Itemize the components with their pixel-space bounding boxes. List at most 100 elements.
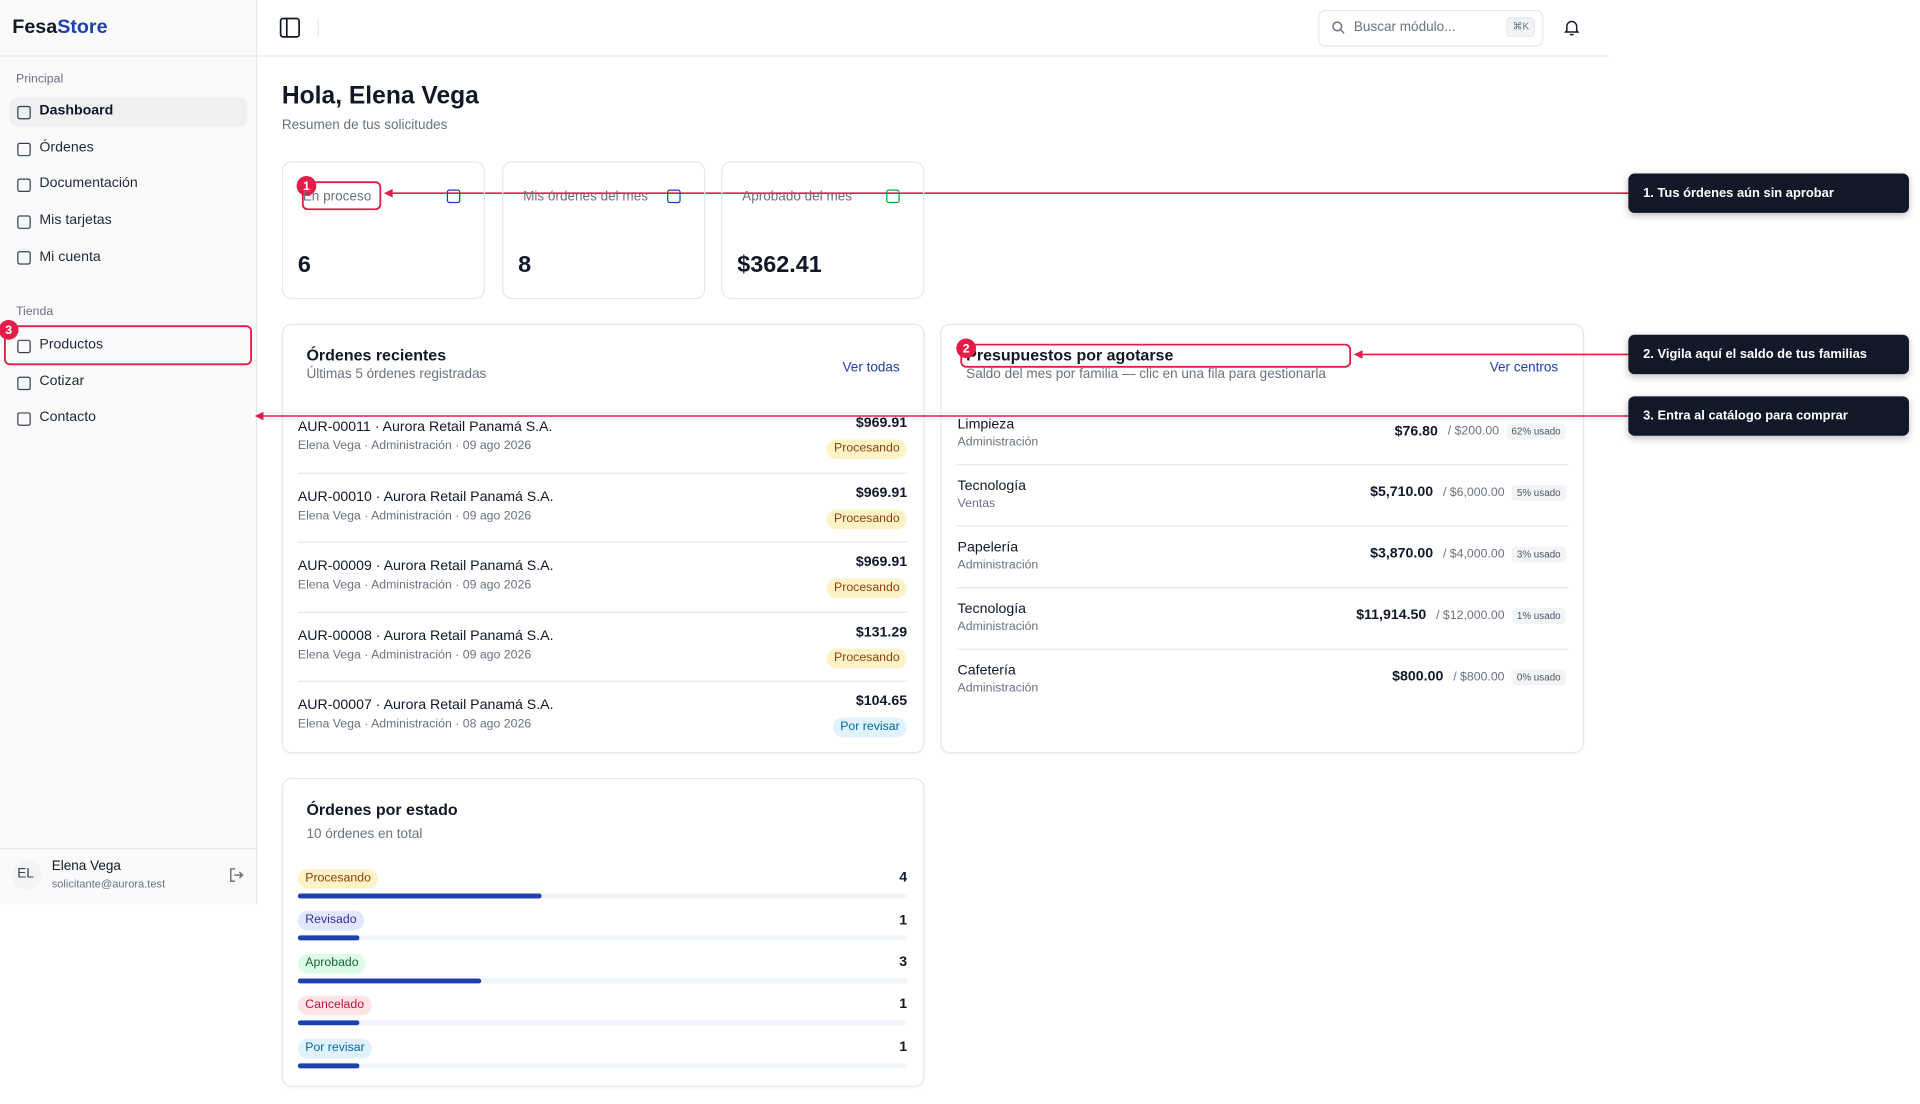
nav-section: Tienda xyxy=(16,305,54,319)
budget-limit: / $12,000.00 xyxy=(1436,608,1505,623)
budget-spent: $5,710.00 xyxy=(1370,485,1434,501)
budget-area: Administración xyxy=(957,619,1039,634)
nav-icon xyxy=(446,189,461,204)
nav-item[interactable]: Productos xyxy=(39,337,104,353)
header-bar xyxy=(0,0,1609,57)
row-divider xyxy=(956,648,1569,650)
order-amount: $104.65 xyxy=(855,694,908,710)
nav-icon xyxy=(17,251,31,266)
budget-usage: 0% usado xyxy=(1511,669,1566,686)
order-meta: Elena Vega · Administración · 09 ago 202… xyxy=(297,439,532,453)
nav-item[interactable]: Dashboard xyxy=(39,103,114,119)
brand-a: Fesa xyxy=(12,17,58,39)
progress-track xyxy=(297,893,908,899)
status-badge: Procesando xyxy=(826,439,908,460)
order-title[interactable]: AUR-00010 · Aurora Retail Panamá S.A. xyxy=(297,489,554,505)
row-divider xyxy=(297,541,908,543)
stat-label: En proceso xyxy=(302,189,372,205)
budget-family[interactable]: Papelería xyxy=(957,540,1019,555)
budget-limit: / $800.00 xyxy=(1453,670,1505,684)
nav-item[interactable]: Órdenes xyxy=(39,139,94,155)
progress-bar xyxy=(297,893,542,899)
sidebar-toggle[interactable] xyxy=(279,17,300,38)
order-title[interactable]: AUR-00011 · Aurora Retail Panamá S.A. xyxy=(297,419,553,435)
status-count: 1 xyxy=(899,912,908,928)
nav-item[interactable]: Cotizar xyxy=(39,373,85,389)
nav-icon xyxy=(17,178,31,193)
nav-item[interactable]: Mi cuenta xyxy=(39,249,101,265)
budget-area: Administración xyxy=(957,681,1039,695)
callout xyxy=(1628,173,1909,213)
callout xyxy=(1628,396,1909,436)
budget-figures: $11,914.50 / $12,000.00 1% usado xyxy=(1356,607,1566,624)
order-title[interactable]: AUR-00008 · Aurora Retail Panamá S.A. xyxy=(297,628,554,644)
stat-label: Mis órdenes del mes xyxy=(523,189,649,205)
nav-icon xyxy=(17,215,31,229)
order-title[interactable]: AUR-00009 · Aurora Retail Panamá S.A. xyxy=(297,558,554,574)
stat-value: $362.41 xyxy=(737,251,822,278)
status-badge: Revisado xyxy=(297,911,364,931)
status-badge: Procesando xyxy=(826,508,908,529)
nav-item[interactable]: Mis tarjetas xyxy=(39,212,112,228)
search-placeholder: Buscar módulo... xyxy=(1353,19,1456,35)
order-amount: $131.29 xyxy=(855,624,908,640)
status-badge: Aprobado xyxy=(297,953,367,974)
logout-icon[interactable] xyxy=(229,868,244,883)
brand-b: Store xyxy=(57,17,108,39)
order-amount: $969.91 xyxy=(855,485,908,501)
sidebar xyxy=(0,0,258,905)
budget-area: Administración xyxy=(957,558,1039,573)
order-meta: Elena Vega · Administración · 09 ago 202… xyxy=(297,648,532,662)
brand[interactable]: FesaStore xyxy=(12,16,107,40)
budget-figures: $3,870.00 / $4,000.00 3% usado xyxy=(1370,546,1566,563)
order-title[interactable]: AUR-00007 · Aurora Retail Panamá S.A. xyxy=(297,697,554,713)
user-initials: EL xyxy=(17,866,34,882)
greeting-subtitle: Resumen de tus solicitudes xyxy=(281,118,448,133)
budget-area: Administración xyxy=(957,435,1039,450)
status-badge: Procesando xyxy=(297,868,379,889)
budget-figures: $5,710.00 / $6,000.00 5% usado xyxy=(1370,484,1566,501)
budget-spent: $76.80 xyxy=(1394,424,1438,439)
budget-spent: $3,870.00 xyxy=(1370,546,1434,562)
nav-item[interactable]: Contacto xyxy=(39,410,97,425)
card-link[interactable]: Ver todas xyxy=(842,360,900,376)
budget-family[interactable]: Tecnología xyxy=(957,601,1027,617)
progress-track xyxy=(297,935,908,941)
nav-section: Principal xyxy=(16,72,64,87)
card-title: Presupuestos por agotarse xyxy=(966,345,1174,365)
card-subtitle: Saldo del mes por familia — clic en una … xyxy=(966,366,1326,382)
sidebar-footer-border xyxy=(0,848,258,850)
nav-icon xyxy=(17,142,31,156)
budget-family[interactable]: Cafetería xyxy=(957,663,1016,678)
stat-value: 8 xyxy=(518,251,532,278)
status-badge: Por revisar xyxy=(832,717,908,738)
card-link[interactable]: Ver centros xyxy=(1489,360,1559,376)
budget-family[interactable]: Limpieza xyxy=(957,417,1015,433)
search-icon xyxy=(1332,21,1345,34)
callout-text: 1. Tus órdenes aún sin aprobar xyxy=(1643,185,1834,201)
nav-active-bg xyxy=(9,97,248,127)
nav-item[interactable]: Documentación xyxy=(39,176,138,192)
progress-bar xyxy=(297,1062,359,1068)
nav-icon xyxy=(667,189,681,204)
budget-limit: / $4,000.00 xyxy=(1442,547,1505,561)
notifications-icon[interactable] xyxy=(1564,20,1580,36)
callout xyxy=(1628,334,1909,375)
search-shortcut: ⌘K xyxy=(1506,17,1536,37)
budget-family[interactable]: Tecnología xyxy=(957,478,1027,494)
budget-figures: $800.00 / $800.00 0% usado xyxy=(1392,669,1566,686)
search-box[interactable] xyxy=(1318,9,1544,47)
callout-text: 3. Entra al catálogo para comprar xyxy=(1643,408,1848,424)
row-divider xyxy=(297,472,908,474)
user-avatar xyxy=(12,860,42,890)
card-subtitle: Últimas 5 órdenes registradas xyxy=(306,366,487,382)
budget-spent: $11,914.50 xyxy=(1356,608,1427,624)
row-divider xyxy=(956,525,1569,527)
stat-card xyxy=(721,161,925,300)
user-name: Elena Vega xyxy=(51,859,121,874)
status-count: 1 xyxy=(899,997,908,1013)
budget-limit: / $6,000.00 xyxy=(1442,486,1505,500)
order-meta: Elena Vega · Administración · 08 ago 202… xyxy=(297,717,532,732)
